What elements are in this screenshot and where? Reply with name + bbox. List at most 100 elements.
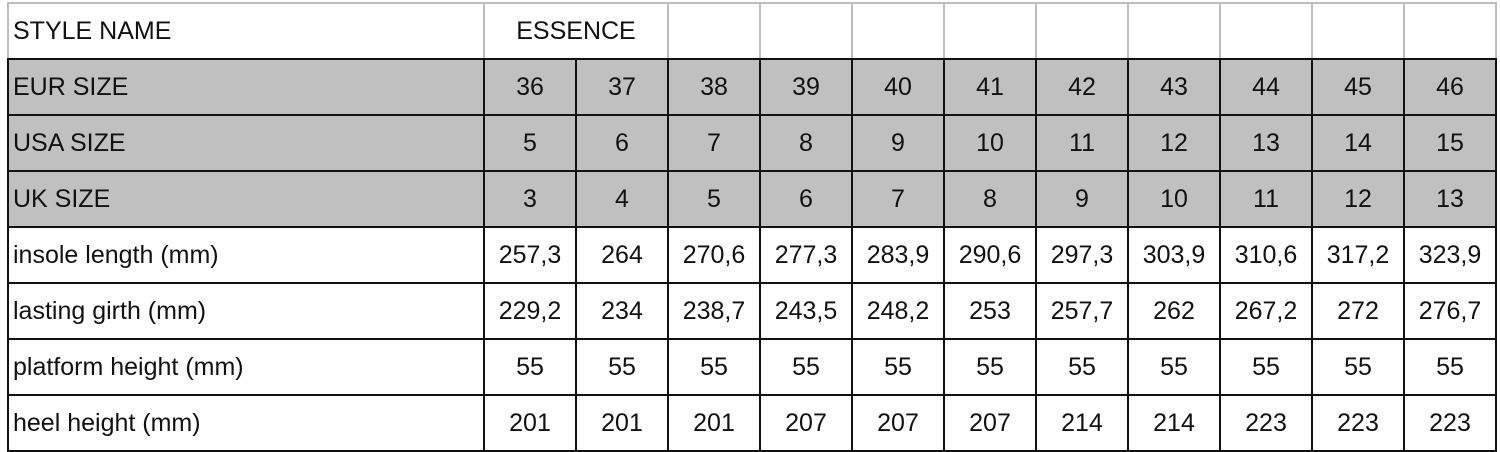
table-row: USA SIZE 5 6 7 8 9 10 11 12 13 14 15 (7, 114, 1497, 172)
table-cell: 55 (1219, 338, 1313, 396)
empty-cell (1311, 2, 1405, 60)
table-cell: 55 (851, 338, 945, 396)
table-cell: 257,7 (1035, 282, 1129, 340)
empty-cell (1127, 2, 1221, 60)
empty-cell (759, 2, 853, 60)
table-cell: 214 (1127, 394, 1221, 452)
table-cell: 14 (1311, 114, 1405, 172)
table-cell: 214 (1035, 394, 1129, 452)
table-cell: 40 (851, 58, 945, 116)
row-label: EUR SIZE (7, 58, 485, 116)
table-cell: 7 (851, 170, 945, 228)
table-cell: 12 (1311, 170, 1405, 228)
row-label: insole length (mm) (7, 226, 485, 284)
table-cell: 253 (943, 282, 1037, 340)
table-cell: 3 (483, 170, 577, 228)
table-cell: 5 (483, 114, 577, 172)
table-cell: 283,9 (851, 226, 945, 284)
table-cell: 297,3 (1035, 226, 1129, 284)
table-row: platform height (mm) 55 55 55 55 55 55 55 55 55 55… (7, 338, 1497, 396)
table-cell: 36 (483, 58, 577, 116)
table-cell: 257,3 (483, 226, 577, 284)
table-cell: 8 (943, 170, 1037, 228)
table-cell: 55 (1035, 338, 1129, 396)
row-label: lasting girth (mm) (7, 282, 485, 340)
row-label: UK SIZE (7, 170, 485, 228)
table-cell: 229,2 (483, 282, 577, 340)
table-cell: 13 (1403, 170, 1497, 228)
row-label: platform height (mm) (7, 338, 485, 396)
table-cell: 55 (943, 338, 1037, 396)
table-cell: 12 (1127, 114, 1221, 172)
table-cell: 4 (575, 170, 669, 228)
table-cell: 238,7 (667, 282, 761, 340)
table-cell: 44 (1219, 58, 1313, 116)
table-cell: 207 (851, 394, 945, 452)
table-cell: 223 (1311, 394, 1405, 452)
table-cell: 243,5 (759, 282, 853, 340)
table-cell: 270,6 (667, 226, 761, 284)
empty-cell (667, 2, 761, 60)
table-cell: 272 (1311, 282, 1405, 340)
table-cell: 9 (851, 114, 945, 172)
table-row: insole length (mm) 257,3 264 270,6 277,3 283,… (7, 226, 1497, 284)
table-cell: 39 (759, 58, 853, 116)
empty-cell (851, 2, 945, 60)
row-label: USA SIZE (7, 114, 485, 172)
style-name-row: STYLE NAME ESSENCE (7, 2, 1497, 60)
size-chart-table: STYLE NAME ESSENCE EUR SIZE 36 37 38 39 40 41 4… (7, 2, 1497, 452)
table-cell: 290,6 (943, 226, 1037, 284)
table-cell: 42 (1035, 58, 1129, 116)
table-cell: 267,2 (1219, 282, 1313, 340)
table-cell: 55 (759, 338, 853, 396)
table-cell: 303,9 (1127, 226, 1221, 284)
table-cell: 201 (483, 394, 577, 452)
row-label: heel height (mm) (7, 394, 485, 452)
table-cell: 234 (575, 282, 669, 340)
table-cell: 6 (759, 170, 853, 228)
table-cell: 46 (1403, 58, 1497, 116)
empty-cell (1403, 2, 1497, 60)
table-row: EUR SIZE 36 37 38 39 40 41 42 43 44 45 46 (7, 58, 1497, 116)
table-cell: 310,6 (1219, 226, 1313, 284)
table-cell: 11 (1219, 170, 1313, 228)
table-cell: 223 (1219, 394, 1313, 452)
table-cell: 317,2 (1311, 226, 1405, 284)
table-cell: 55 (667, 338, 761, 396)
table-cell: 6 (575, 114, 669, 172)
table-cell: 55 (1311, 338, 1405, 396)
style-name-value: ESSENCE (483, 2, 669, 60)
table-cell: 37 (575, 58, 669, 116)
table-row: UK SIZE 3 4 5 6 7 8 9 10 11 12 13 (7, 170, 1497, 228)
table-cell: 15 (1403, 114, 1497, 172)
table-row: lasting girth (mm) 229,2 234 238,7 243,5 248,… (7, 282, 1497, 340)
table-cell: 55 (1127, 338, 1221, 396)
table-cell: 207 (943, 394, 1037, 452)
style-name-label: STYLE NAME (7, 2, 485, 60)
empty-cell (1035, 2, 1129, 60)
table-cell: 207 (759, 394, 853, 452)
table-cell: 262 (1127, 282, 1221, 340)
table-cell: 201 (575, 394, 669, 452)
table-cell: 11 (1035, 114, 1129, 172)
table-cell: 55 (575, 338, 669, 396)
table-cell: 10 (1127, 170, 1221, 228)
table-cell: 41 (943, 58, 1037, 116)
table-cell: 8 (759, 114, 853, 172)
table-cell: 5 (667, 170, 761, 228)
table-cell: 323,9 (1403, 226, 1497, 284)
table-cell: 43 (1127, 58, 1221, 116)
table-row: heel height (mm) 201 201 201 207 207 207 214 214… (7, 394, 1497, 452)
empty-cell (943, 2, 1037, 60)
table-cell: 223 (1403, 394, 1497, 452)
table-cell: 55 (483, 338, 577, 396)
table-cell: 13 (1219, 114, 1313, 172)
table-cell: 248,2 (851, 282, 945, 340)
table-cell: 10 (943, 114, 1037, 172)
table-cell: 201 (667, 394, 761, 452)
empty-cell (1219, 2, 1313, 60)
table-cell: 55 (1403, 338, 1497, 396)
table-cell: 9 (1035, 170, 1129, 228)
table-cell: 38 (667, 58, 761, 116)
table-cell: 276,7 (1403, 282, 1497, 340)
